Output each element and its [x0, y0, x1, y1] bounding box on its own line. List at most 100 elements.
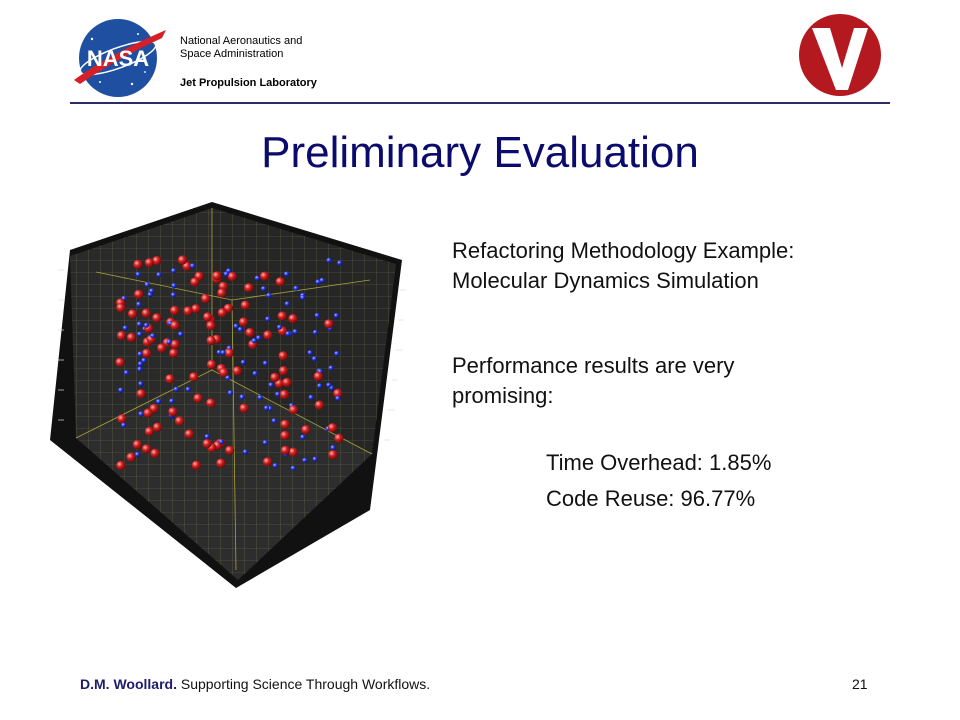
- red-particle: [270, 372, 280, 382]
- blue-particle: [335, 395, 341, 401]
- red-particle: [288, 447, 298, 457]
- header-divider: [70, 102, 890, 104]
- red-particle: [170, 320, 180, 330]
- nasa-logo: NASA: [74, 19, 166, 97]
- blue-particle: [311, 356, 318, 362]
- blue-particle: [218, 439, 224, 445]
- red-particle: [152, 256, 162, 266]
- red-particle: [150, 448, 160, 458]
- blue-particle: [333, 313, 339, 319]
- blue-particle: [307, 350, 313, 356]
- red-particle: [279, 389, 289, 400]
- red-particle: [169, 348, 179, 358]
- blue-particle: [239, 394, 245, 400]
- blue-particle: [134, 451, 141, 458]
- red-particle: [263, 330, 273, 340]
- blue-particle: [257, 394, 263, 401]
- blue-particle: [185, 386, 191, 392]
- blue-particle: [138, 411, 144, 417]
- slide-title: Preliminary Evaluation: [261, 128, 699, 177]
- red-particle: [301, 425, 311, 435]
- blue-particle: [272, 463, 278, 469]
- blue-particle: [312, 329, 318, 335]
- blue-particle: [173, 386, 179, 392]
- red-particle: [143, 408, 153, 418]
- blue-particle: [150, 333, 156, 339]
- blue-particle: [190, 263, 196, 269]
- blue-particle: [275, 391, 281, 397]
- red-particle: [277, 311, 287, 321]
- blue-particle: [122, 325, 128, 331]
- blue-particle: [314, 312, 320, 319]
- blue-particle: [171, 268, 177, 274]
- red-particle: [117, 414, 127, 424]
- code-reuse-metric: Code Reuse: 96.77%: [546, 486, 756, 511]
- red-particle: [141, 308, 151, 318]
- red-particle: [168, 407, 178, 417]
- blue-particle: [302, 457, 308, 463]
- blue-particle: [268, 382, 274, 388]
- red-particle: [126, 332, 136, 343]
- blue-particle: [254, 275, 260, 281]
- red-particle: [212, 271, 222, 281]
- blue-particle: [135, 271, 141, 277]
- lab-name: Jet Propulsion Laboratory: [180, 77, 317, 89]
- red-particle: [165, 374, 175, 384]
- blue-particle: [271, 418, 277, 424]
- red-particle: [313, 371, 323, 381]
- intro-line-2: Molecular Dynamics Simulation: [452, 268, 759, 293]
- footer-citation: D.M. Woollard. Supporting Science Throug…: [80, 676, 430, 692]
- blue-particle: [290, 465, 296, 471]
- blue-particle: [315, 279, 321, 285]
- blue-particle: [265, 316, 271, 322]
- red-particle: [217, 288, 227, 298]
- blue-particle: [123, 370, 129, 376]
- blue-particle: [166, 339, 172, 345]
- blue-particle: [326, 382, 332, 388]
- agency-name-line1: National Aeronautics and: [180, 35, 303, 47]
- blue-particle: [285, 331, 291, 337]
- red-particle: [260, 271, 270, 281]
- blue-particle: [141, 357, 147, 363]
- red-particle: [238, 317, 249, 327]
- v-logo-letter: V: [796, 12, 797, 13]
- red-particle: [206, 398, 216, 408]
- red-particle: [189, 372, 199, 382]
- red-particle: [232, 366, 242, 376]
- red-particle: [324, 319, 334, 329]
- footer-author: D.M. Woollard.: [80, 676, 177, 692]
- red-particle: [288, 314, 298, 324]
- red-particle: [280, 445, 290, 455]
- red-particle: [227, 271, 237, 282]
- blue-particle: [169, 398, 175, 404]
- blue-particle: [337, 260, 343, 266]
- red-particle: [116, 331, 127, 341]
- time-overhead-metric: Time Overhead: 1.85%: [546, 450, 772, 475]
- red-particle: [245, 327, 255, 338]
- blue-particle: [136, 301, 142, 307]
- red-particle: [216, 458, 226, 468]
- red-particle: [193, 393, 203, 403]
- blue-particle: [256, 335, 262, 341]
- page-number: 21: [852, 676, 868, 692]
- blue-particle: [138, 381, 144, 387]
- red-particle: [203, 312, 213, 322]
- particle-cloud: [115, 255, 344, 471]
- blue-particle: [233, 323, 239, 329]
- red-particle: [280, 430, 290, 440]
- blue-particle: [261, 286, 267, 292]
- red-particle: [201, 294, 211, 304]
- red-particle: [206, 321, 216, 331]
- blue-particle: [284, 301, 290, 307]
- red-particle: [190, 277, 200, 287]
- blue-particle: [204, 434, 210, 440]
- red-particle: [244, 283, 254, 293]
- nasa-logo-text: NASA: [87, 46, 149, 71]
- blue-particle: [121, 422, 127, 428]
- blue-particle: [171, 283, 177, 289]
- red-particle: [133, 259, 143, 269]
- blue-particle: [328, 365, 334, 371]
- red-particle: [202, 439, 212, 449]
- red-particle: [127, 309, 138, 319]
- blue-particle: [137, 331, 143, 337]
